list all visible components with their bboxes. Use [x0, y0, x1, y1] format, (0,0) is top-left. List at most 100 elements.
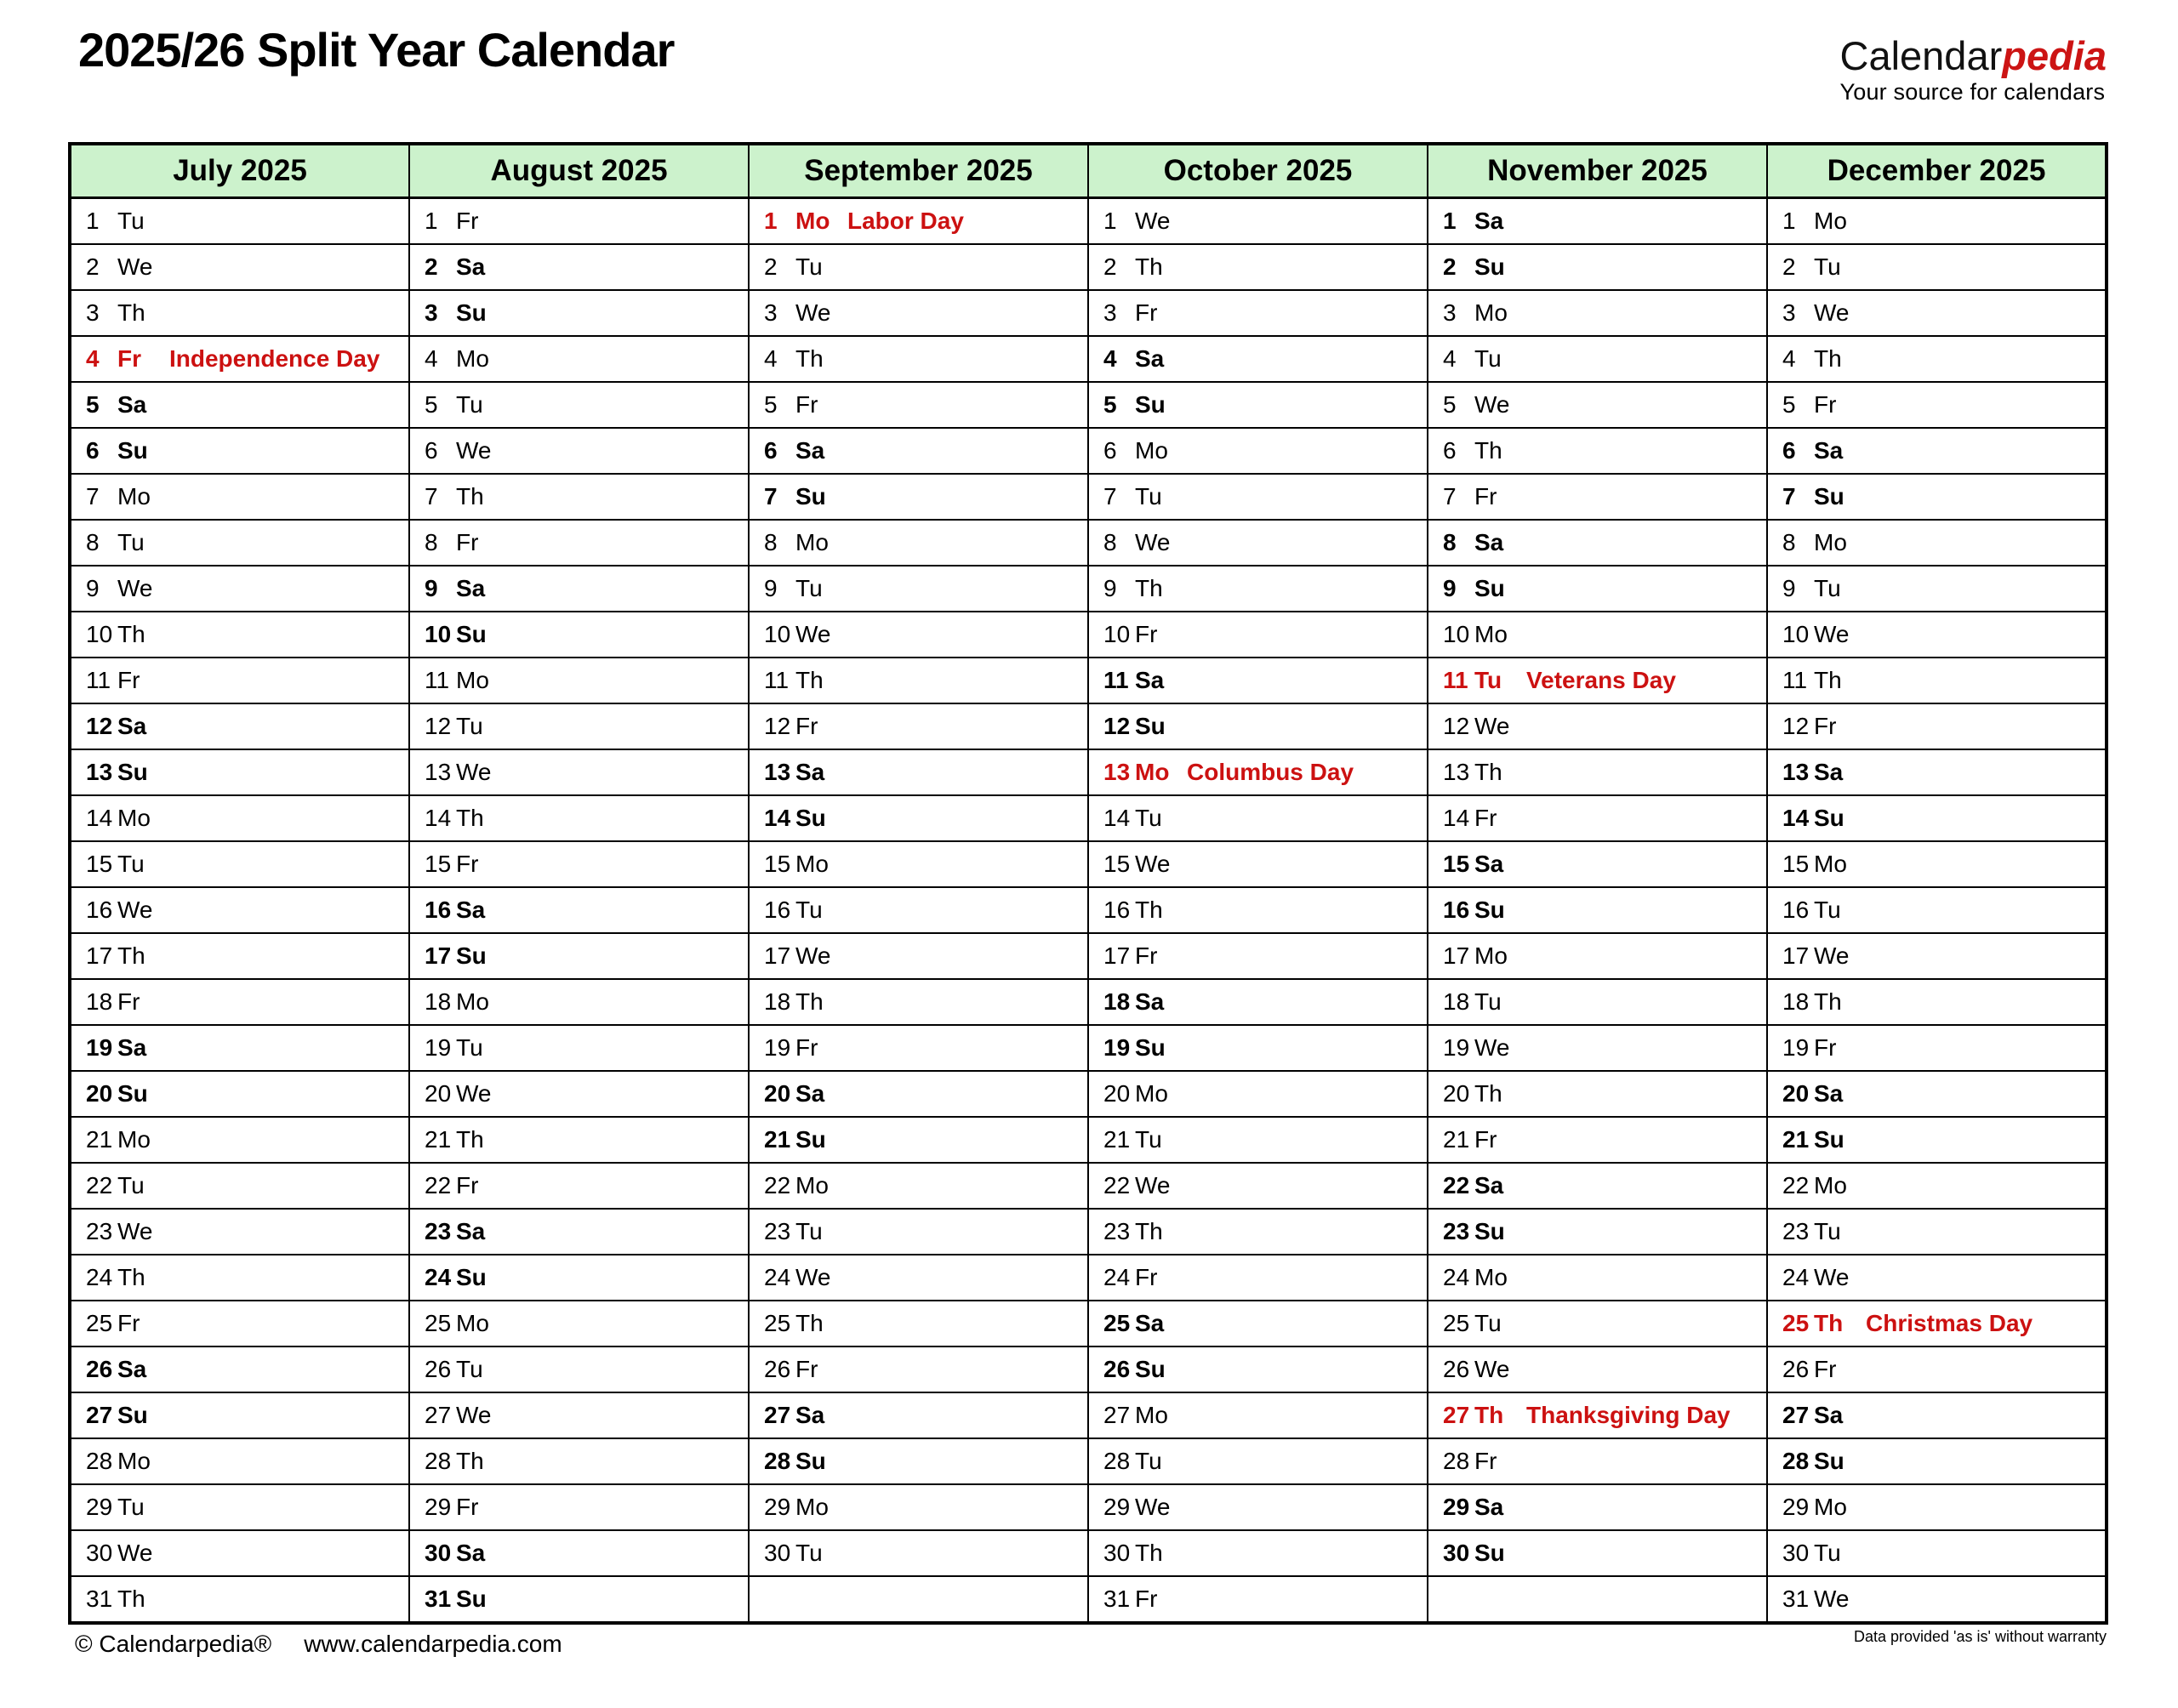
month-header-october-2025: October 2025	[1087, 143, 1428, 199]
weekday-abbrev: Th	[117, 942, 145, 969]
day-number: 18	[764, 988, 791, 1015]
day-number: 25	[764, 1310, 791, 1336]
weekday-abbrev: Tu	[795, 897, 823, 923]
weekday-abbrev: Mo	[1474, 1264, 1508, 1290]
day-cell: 21 Su	[748, 1116, 1089, 1164]
day-number: 21	[86, 1126, 113, 1153]
day-cell: 22 We	[1087, 1162, 1428, 1210]
day-number: 14	[764, 805, 791, 831]
day-cell: 13 Sa	[1766, 749, 2107, 796]
day-cell-content: 10 We	[750, 621, 1086, 648]
holiday-name: Thanksgiving Day	[1526, 1402, 1730, 1428]
day-cell-content: 13 We	[411, 759, 747, 786]
weekday-abbrev: We	[456, 1402, 492, 1428]
day-number: 27	[86, 1402, 113, 1428]
weekday-abbrev: Sa	[1474, 1172, 1504, 1198]
day-cell-content: 20 Su	[71, 1080, 408, 1107]
weekday-abbrev: Su	[1814, 1126, 1844, 1153]
day-cell-content: 22 Mo	[750, 1172, 1086, 1199]
day-number: 31	[425, 1586, 452, 1612]
day-cell: 7 Th	[408, 473, 750, 521]
day-number: 15	[425, 851, 452, 877]
day-cell: 2 We	[69, 243, 410, 291]
day-number: 4	[425, 345, 438, 372]
day-cell: 8 Tu	[69, 519, 410, 566]
day-cell: 3 We	[748, 289, 1089, 337]
day-cell-content: 15 Mo	[750, 851, 1086, 878]
day-number: 10	[1782, 621, 1810, 647]
day-number: 16	[86, 897, 113, 923]
day-cell-content: 11 Sa	[1090, 667, 1426, 694]
day-cell-content: 8 Mo	[1769, 529, 2105, 556]
weekday-abbrev: Tu	[456, 1034, 483, 1061]
day-cell-content: 30 Tu	[750, 1540, 1086, 1567]
calendar-row: 9 We 9 Sa 9 Tu 9 Th 9 Su 9 Tu	[69, 565, 2107, 612]
weekday-abbrev: Mo	[1135, 437, 1168, 464]
weekday-abbrev: Fr	[1135, 299, 1158, 326]
day-cell: 4 Sa	[1087, 335, 1428, 383]
day-number: 15	[1103, 851, 1131, 877]
day-cell: 17 We	[748, 932, 1089, 980]
day-number: 19	[86, 1034, 113, 1061]
calendar-row: 23 We 23 Sa 23 Tu 23 Th 23 Su 23 Tu	[69, 1208, 2107, 1255]
day-number: 3	[1782, 299, 1796, 326]
weekday-abbrev: Mo	[117, 805, 151, 831]
weekday-abbrev: Tu	[117, 851, 145, 877]
day-number: 28	[1103, 1448, 1131, 1474]
day-cell-content: 20 Sa	[1769, 1080, 2105, 1107]
weekday-abbrev: We	[456, 759, 492, 785]
day-cell: 29 Tu	[69, 1483, 410, 1531]
weekday-abbrev: Fr	[456, 208, 479, 234]
weekday-abbrev: Sa	[1135, 345, 1165, 372]
day-number: 18	[86, 988, 113, 1015]
holiday-name: Independence Day	[169, 345, 380, 372]
day-cell: 17 Su	[408, 932, 750, 980]
day-number: 17	[86, 942, 113, 969]
day-cell-content: 10 We	[1769, 621, 2105, 648]
weekday-abbrev: Fr	[117, 1310, 140, 1336]
footer-url-link[interactable]: www.calendarpedia.com	[304, 1631, 562, 1657]
day-cell: 3 Mo	[1427, 289, 1768, 337]
day-cell-content: 2 We	[71, 253, 408, 281]
day-cell-content: 13 Sa	[1769, 759, 2105, 786]
day-cell-content: 3 Mo	[1429, 299, 1765, 327]
weekday-abbrev: Fr	[1135, 1586, 1158, 1612]
day-number: 12	[1103, 713, 1131, 739]
day-cell-content: 9 We	[71, 575, 408, 602]
day-cell: 21 Th	[408, 1116, 750, 1164]
day-number: 26	[86, 1356, 113, 1382]
day-number: 13	[1782, 759, 1810, 785]
weekday-abbrev: Fr	[795, 1034, 818, 1061]
weekday-abbrev: Sa	[1135, 1310, 1165, 1336]
day-number: 4	[86, 345, 100, 372]
weekday-abbrev: Fr	[456, 1494, 479, 1520]
day-number: 6	[764, 437, 778, 464]
day-cell: 20 Sa	[1766, 1070, 2107, 1118]
day-number: 16	[1782, 897, 1810, 923]
day-cell-content: 11 Fr	[71, 667, 408, 694]
day-cell-content: 28 Su	[1769, 1448, 2105, 1475]
day-cell-content: 19 We	[1429, 1034, 1765, 1062]
day-cell-content: 8 Sa	[1429, 529, 1765, 556]
day-number: 11	[764, 667, 790, 693]
day-number: 18	[425, 988, 452, 1015]
weekday-abbrev: Tu	[1814, 253, 1841, 280]
day-cell: 11 Th	[1766, 657, 2107, 704]
day-cell: 31 Th	[69, 1575, 410, 1624]
day-cell: 27 Sa	[1766, 1392, 2107, 1439]
weekday-abbrev: Sa	[1814, 1080, 1844, 1107]
day-cell-content: 26 Fr	[750, 1356, 1086, 1383]
day-cell: 4 Mo	[408, 335, 750, 383]
day-number: 16	[764, 897, 791, 923]
day-cell-content: 11 Mo	[411, 667, 747, 694]
day-cell: 1 Tu	[69, 196, 410, 245]
day-cell: 15 Fr	[408, 840, 750, 888]
day-cell-content: 16 Tu	[1769, 897, 2105, 924]
weekday-abbrev: Fr	[795, 391, 818, 418]
day-cell: 24 Mo	[1427, 1254, 1768, 1301]
day-cell-content: 16 Th	[1090, 897, 1426, 924]
weekday-abbrev: Tu	[117, 208, 145, 234]
day-cell-content: 7 Th	[411, 483, 747, 510]
day-cell: 25 Sa	[1087, 1300, 1428, 1347]
weekday-abbrev: Tu	[795, 1540, 823, 1566]
